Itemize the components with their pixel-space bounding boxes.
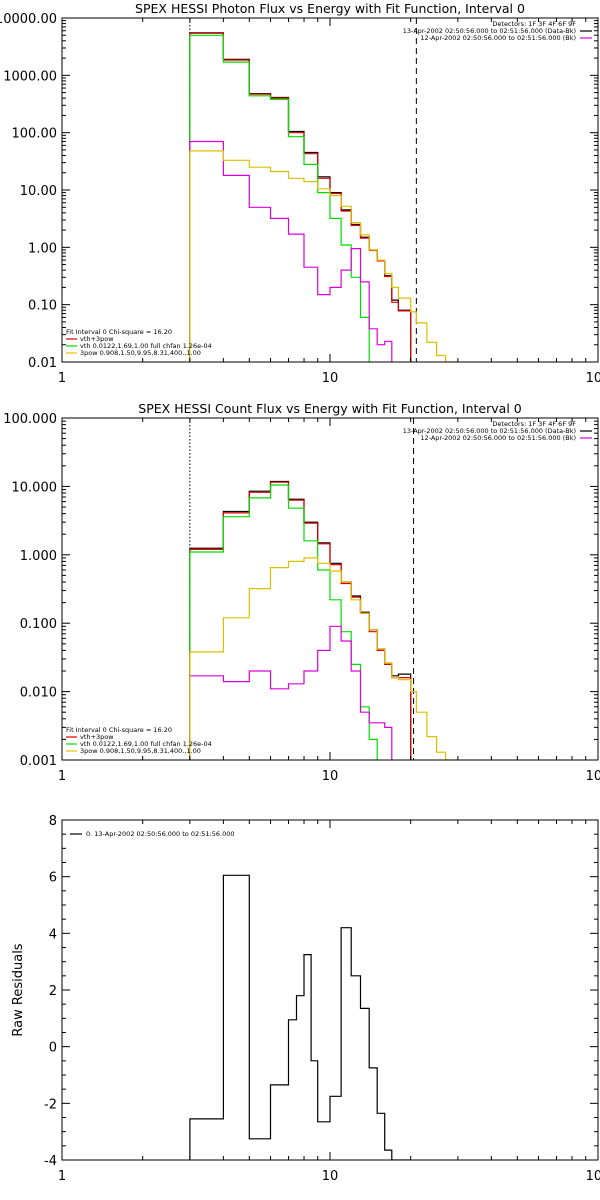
series-line [189, 32, 412, 362]
y-tick-label: -2 [44, 1097, 57, 1112]
legend-entry: Fit Interval 0 Chi-square = 16.20 [66, 328, 172, 336]
series-5 [189, 150, 459, 362]
series-line [189, 484, 378, 760]
series-2 [189, 32, 412, 362]
x-tick-label: 1 [58, 769, 66, 784]
y-tick-label: 0.001 [20, 754, 57, 769]
legend-entry: 3pow 0.908,1.50,9.95,8.31,400.,1.00 [80, 747, 201, 755]
series-4 [189, 140, 393, 362]
series-3 [189, 484, 378, 760]
series-1 [189, 874, 412, 1160]
x-tick-label: 10 [322, 371, 339, 386]
x-tick-label: 100 [586, 371, 600, 386]
legend-entry: vth+3pow [80, 733, 114, 741]
y-tick-label: -4 [44, 1154, 57, 1169]
y-tick-label: 0.01 [28, 356, 57, 371]
legend-entry: 3pow 0.908,1.50,9.95,8.31,400.,1.00 [80, 349, 201, 357]
chart-title: SPEX HESSI Count Flux vs Energy with Fit… [138, 401, 521, 416]
y-tick-label: 0.010 [20, 686, 57, 701]
chart-panel-2: SPEX HESSI Count Flux vs Energy with Fit… [3, 401, 600, 784]
y-tick-label: 10.00 [20, 184, 57, 199]
y-tick-label: 6 [49, 871, 57, 886]
y-tick-label: 100.000 [3, 412, 57, 427]
x-tick-label: 1 [58, 1169, 66, 1184]
y-tick-label: 1000.00 [3, 69, 57, 84]
legend-entry: vth 0.0122,1.69,1.00 full chfan 1.26e-04 [80, 342, 212, 350]
y-tick-label: 1.000 [20, 549, 57, 564]
y-tick-label: 100.00 [12, 127, 58, 142]
series-line [189, 874, 412, 1160]
y-tick-label: 0.100 [20, 617, 57, 632]
header-line: 12-Apr-2002 02:50:56.000 to 02:51:56.000… [420, 434, 576, 442]
x-tick-label: 100 [586, 1169, 600, 1184]
header-line: 12-Apr-2002 02:50:56.000 to 02:51:56.000… [420, 34, 576, 42]
header-line: Detectors: 1F 3F 4F 6F 9F [492, 420, 576, 428]
header-line: 13-Apr-2002 02:50:56.000 to 02:51:56.000… [403, 27, 576, 35]
series-line [189, 32, 412, 362]
series-5 [189, 557, 459, 760]
chart-title: SPEX HESSI Photon Flux vs Energy with Fi… [135, 1, 525, 16]
series-line [189, 140, 393, 362]
y-tick-label: 4 [49, 927, 57, 942]
series-3 [189, 34, 370, 362]
y-axis-label: Raw Residuals [11, 943, 26, 1036]
legend-entry: Fit Interval 0 Chi-square = 16.20 [66, 726, 172, 734]
series-line [189, 150, 459, 362]
x-tick-label: 10 [322, 769, 339, 784]
x-tick-label: 10 [322, 1169, 339, 1184]
series-line [189, 557, 459, 760]
y-tick-label: 8 [49, 814, 57, 829]
x-tick-label: 100 [586, 769, 600, 784]
series-line [189, 34, 370, 362]
y-tick-label: 2 [49, 984, 57, 999]
y-tick-label: 10.000 [12, 480, 58, 495]
legend-entry: 0. 13-Apr-2002 02:50:56.000 to 02:51:56.… [86, 830, 235, 838]
header-line: 13-Apr-2002 02:50:56.000 to 02:51:56.000… [403, 427, 576, 435]
y-tick-label: 1.00 [28, 241, 57, 256]
series-4 [189, 625, 393, 760]
y-tick-label: 10000.00 [0, 12, 57, 27]
series-1 [189, 32, 412, 362]
y-tick-label: 0.10 [28, 299, 57, 314]
chart-panel-3: 1 10 100 8 6 4 2 0 -2 -4 Raw Residuals 0. 13-Apr-20… [11, 814, 600, 1184]
x-tick-label: 1 [58, 371, 66, 386]
legend-entry: vth 0.0122,1.69,1.00 full chfan 1.26e-04 [80, 740, 212, 748]
series-line [189, 625, 393, 760]
legend-entry: vth+3pow [80, 335, 114, 343]
header-line: Detectors: 1F 3F 4F 6F 9F [492, 20, 576, 28]
chart-panel-1: SPEX HESSI Photon Flux vs Energy with Fi… [0, 1, 600, 386]
y-tick-label: 0 [49, 1041, 57, 1056]
